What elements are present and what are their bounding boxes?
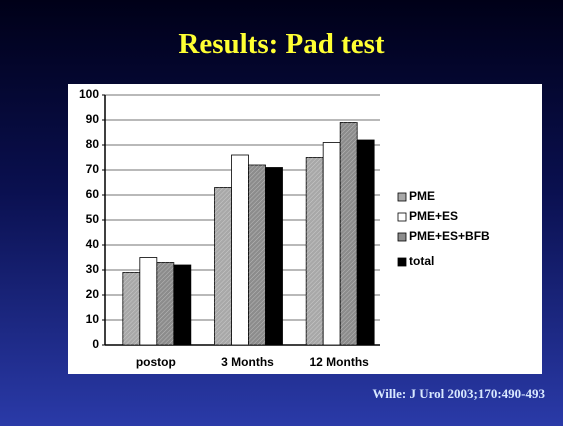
x-tick-label: postop: [136, 355, 176, 369]
y-tick-label: 90: [86, 112, 100, 126]
chart: 0 10 20 30 40 50 60 70 80 90 100 postop 3 Months 12 M…: [68, 84, 542, 374]
bar: [356, 139, 375, 346]
legend-swatch: [397, 232, 407, 242]
x-tick-label: 3 Months: [221, 355, 274, 369]
bar: [265, 167, 283, 346]
y-tick-label: 60: [86, 187, 100, 201]
legend-swatch: [397, 192, 407, 202]
bar: [231, 154, 249, 346]
bar: [322, 142, 341, 346]
bar-texture: [340, 122, 358, 345]
bar: [139, 257, 158, 346]
y-tick-label: 80: [86, 137, 100, 151]
bar-texture: [306, 157, 324, 345]
legend-swatch: [397, 212, 407, 222]
bar-texture: [122, 272, 140, 345]
y-tick-label: 40: [86, 237, 100, 251]
y-tick-label: 30: [86, 262, 100, 276]
legend-label: PME+ES+BFB: [409, 229, 490, 243]
bar-texture: [248, 165, 266, 345]
citation: Wille: J Urol 2003;170:490-493: [372, 386, 545, 401]
slide-title: Results: Pad test: [178, 28, 385, 60]
legend-label: PME: [409, 189, 435, 203]
y-tick-label: 10: [86, 312, 100, 326]
bar-texture: [214, 187, 232, 345]
y-tick-label: 50: [86, 212, 100, 226]
y-tick-label: 70: [86, 162, 100, 176]
y-tick-label: 0: [92, 337, 99, 351]
y-tick-label: 100: [79, 87, 99, 101]
legend-label: PME+ES: [409, 209, 458, 223]
y-tick-label: 20: [86, 287, 100, 301]
legend-label: total: [409, 254, 434, 268]
bar: [173, 264, 192, 346]
bar-texture: [156, 262, 174, 345]
legend-swatch: [397, 257, 407, 267]
x-tick-label: 12 Months: [309, 355, 369, 369]
